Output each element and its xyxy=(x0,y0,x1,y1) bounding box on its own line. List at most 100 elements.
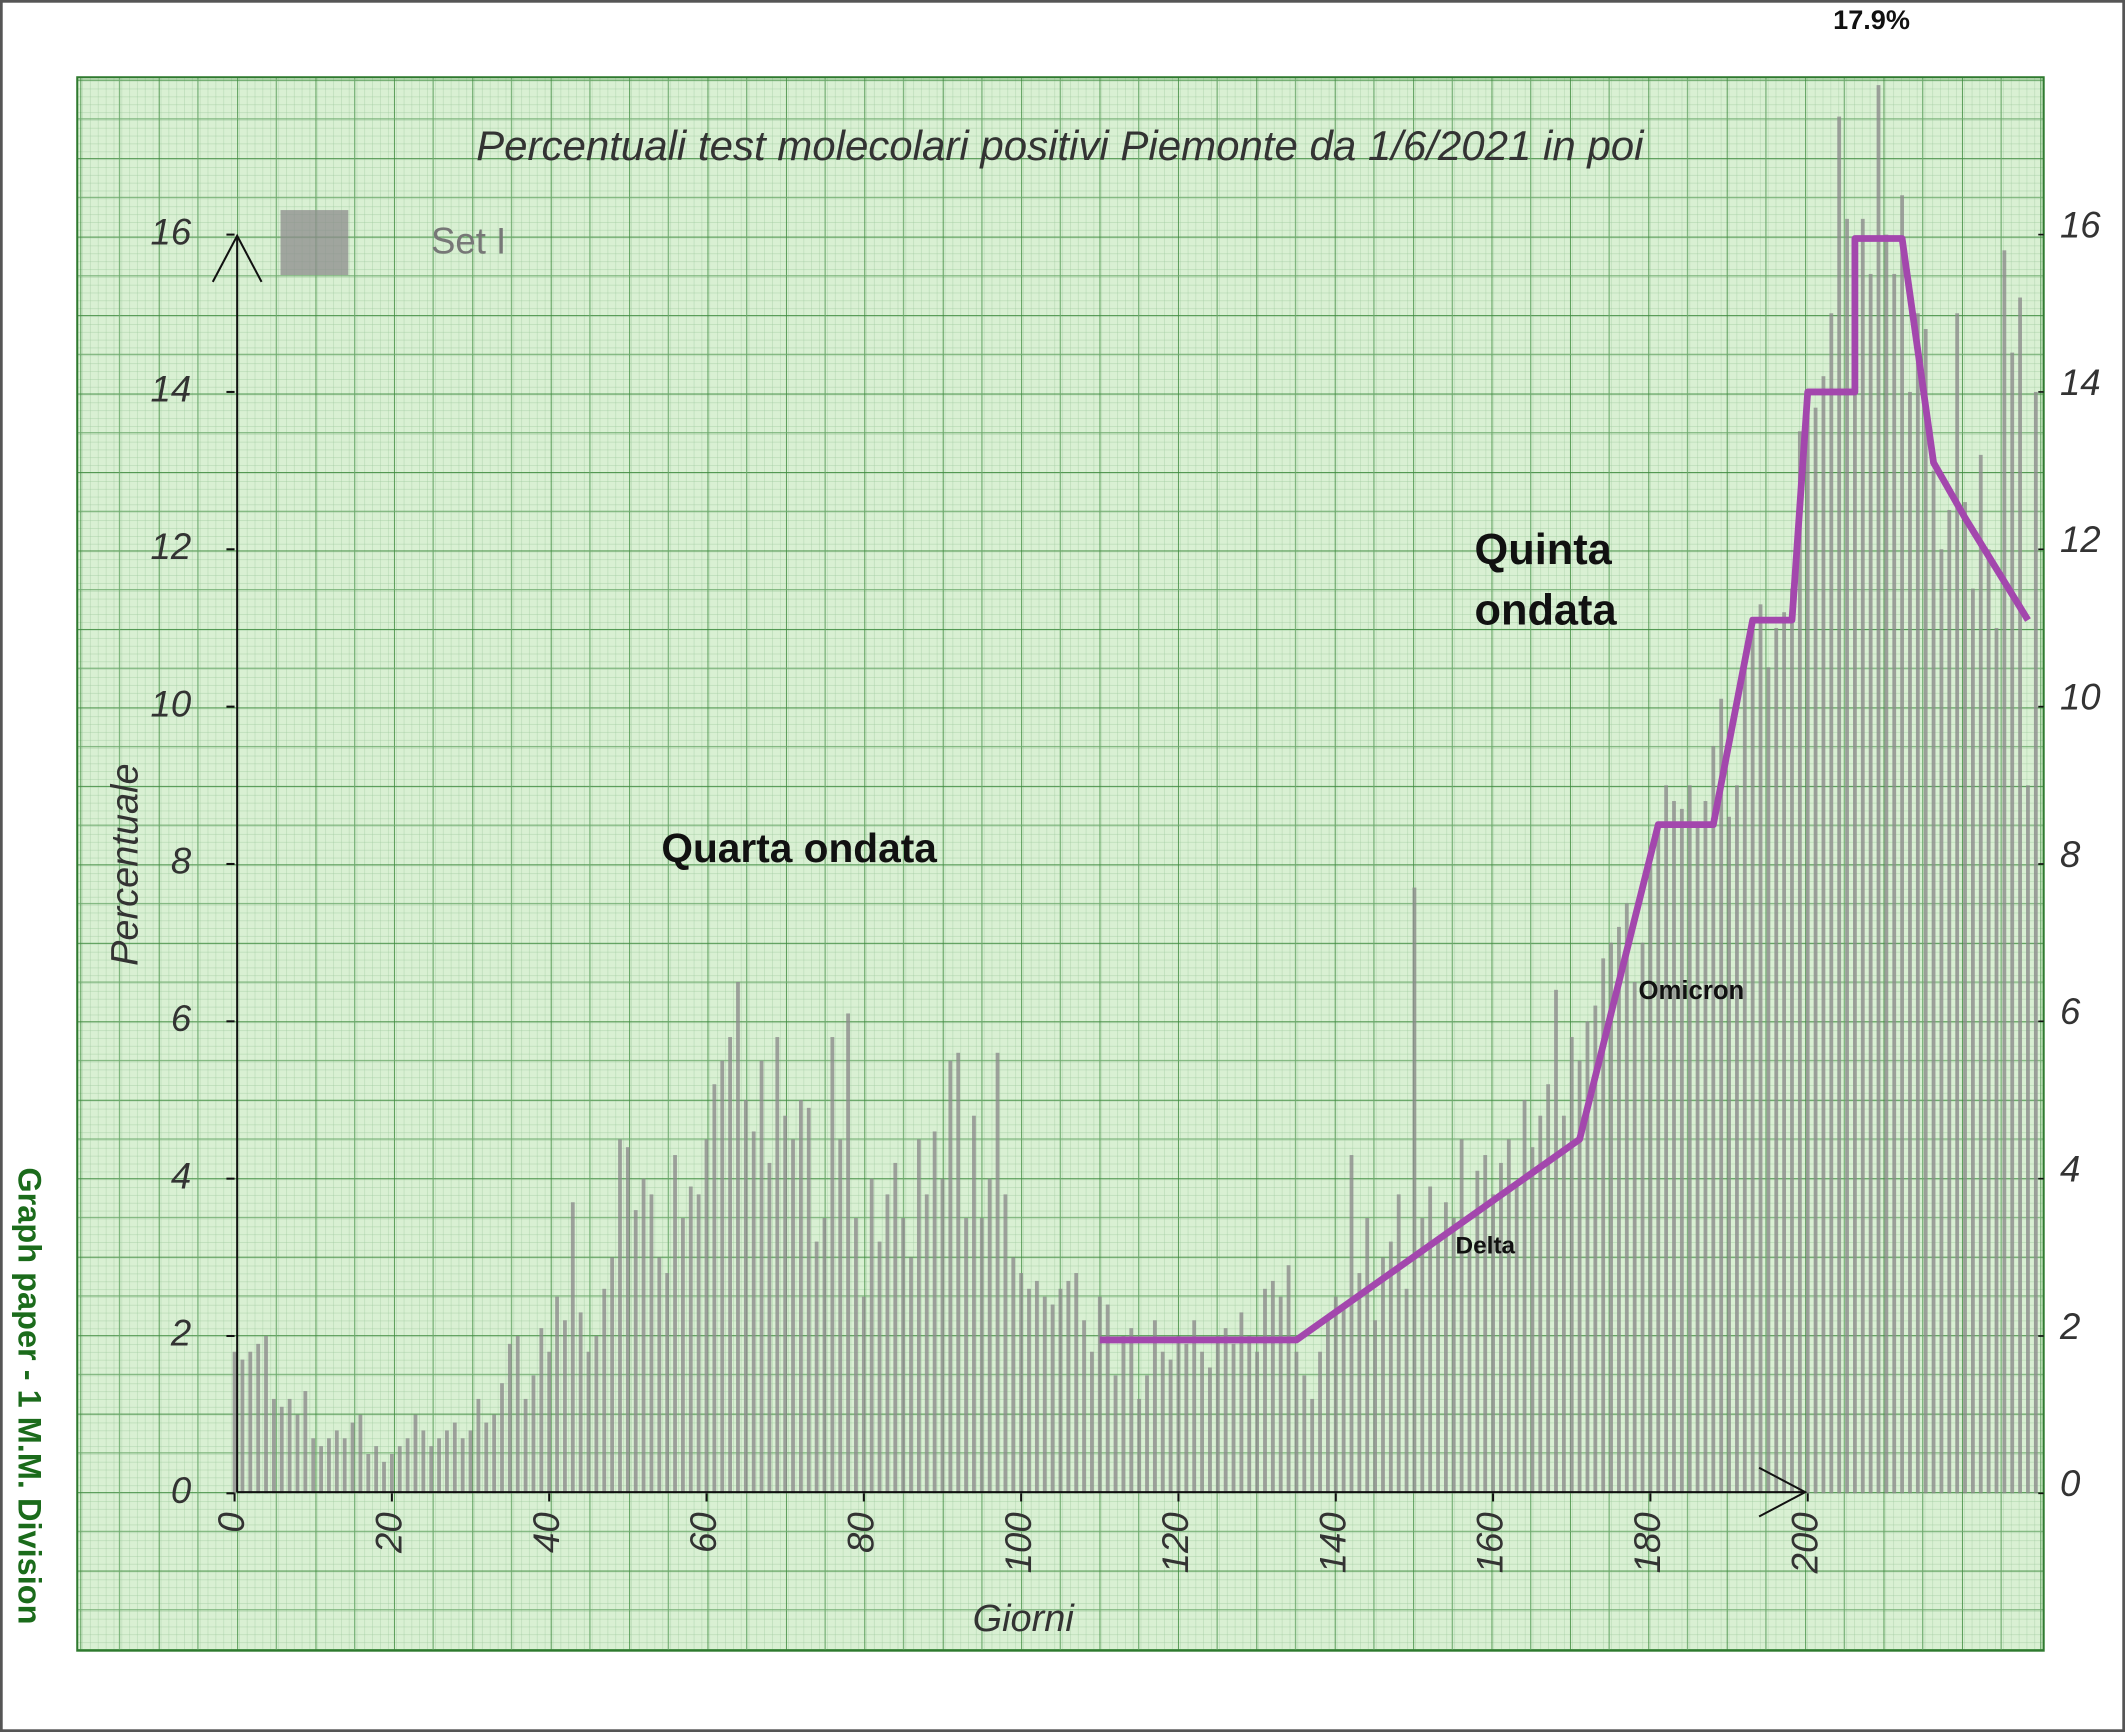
bar xyxy=(563,1320,567,1494)
bar xyxy=(1310,1398,1315,1494)
bar xyxy=(1302,1375,1307,1494)
bar xyxy=(712,1084,717,1494)
bar xyxy=(452,1422,457,1494)
bar xyxy=(547,1351,552,1494)
bar xyxy=(987,1178,992,1494)
bar xyxy=(1255,1351,1260,1494)
bar xyxy=(1845,218,1849,1494)
bar xyxy=(1821,376,1826,1494)
y-tick-label: 16 xyxy=(151,211,192,252)
bar xyxy=(799,1099,803,1494)
bar xyxy=(1915,313,1920,1494)
bar xyxy=(1443,1202,1448,1494)
bar xyxy=(397,1446,402,1494)
bar xyxy=(1978,454,1983,1494)
bar xyxy=(374,1446,379,1494)
bar xyxy=(736,981,740,1494)
bar xyxy=(1074,1273,1079,1494)
bar xyxy=(909,1257,913,1494)
bar xyxy=(893,1162,898,1494)
y2-tick-label: 0 xyxy=(2060,1463,2081,1504)
bar xyxy=(1381,1257,1385,1494)
bar xyxy=(1656,824,1661,1494)
bar xyxy=(586,1351,591,1494)
legend-swatch xyxy=(280,210,349,276)
annotation: Omicron xyxy=(1638,977,1744,1005)
bar xyxy=(869,1178,874,1494)
bar xyxy=(728,1037,733,1494)
x-tick-label: 200 xyxy=(1784,1512,1825,1575)
bar xyxy=(405,1438,410,1494)
bar xyxy=(1270,1280,1275,1494)
bar xyxy=(1970,588,1975,1494)
line xyxy=(1099,235,2031,1344)
bar xyxy=(720,1060,725,1494)
bar xyxy=(1758,604,1763,1494)
bar xyxy=(995,1052,1000,1494)
bar xyxy=(413,1414,418,1494)
bar xyxy=(1530,1147,1535,1494)
bar xyxy=(1892,273,1897,1494)
bar xyxy=(1986,549,1991,1494)
bar xyxy=(1994,627,1999,1494)
bar xyxy=(2018,297,2022,1494)
bar xyxy=(437,1438,441,1494)
bar xyxy=(1672,801,1676,1494)
bar xyxy=(1648,863,1653,1494)
bar xyxy=(2010,352,2015,1494)
bar xyxy=(350,1422,355,1494)
bar xyxy=(602,1288,607,1494)
bar xyxy=(1742,667,1747,1494)
bar xyxy=(507,1343,512,1494)
bar xyxy=(1790,588,1794,1494)
chart-title: Percentuali test molecolari positivi Pie… xyxy=(476,122,1645,169)
bar xyxy=(1231,1343,1236,1494)
y2-tick-label: 6 xyxy=(2060,991,2081,1032)
bar xyxy=(1097,1296,1102,1494)
bar xyxy=(1373,1320,1377,1494)
annotation: Quinta ondata xyxy=(1474,526,1617,635)
bar xyxy=(1451,1217,1456,1494)
x-arrow xyxy=(1758,1466,1808,1518)
y2-tick-label: 2 xyxy=(2059,1306,2080,1347)
bar xyxy=(783,1115,788,1494)
bar xyxy=(1695,824,1700,1494)
bar xyxy=(232,1351,237,1494)
y-tick-label: 10 xyxy=(151,683,192,724)
bar xyxy=(1090,1351,1094,1494)
bar xyxy=(1058,1288,1063,1494)
bar xyxy=(932,1131,937,1494)
x-tick-label: 40 xyxy=(526,1512,567,1553)
bar xyxy=(468,1430,473,1494)
y-tick-label: 12 xyxy=(151,526,192,567)
bar xyxy=(1200,1351,1204,1494)
y2-tick-label: 8 xyxy=(2060,834,2081,875)
bar xyxy=(476,1398,481,1494)
x-tick-label: 60 xyxy=(683,1512,724,1553)
bar xyxy=(295,1414,300,1494)
bar xyxy=(814,1241,819,1494)
bar xyxy=(1121,1335,1126,1494)
bar xyxy=(822,1217,827,1494)
bar xyxy=(492,1414,497,1494)
bar xyxy=(382,1461,386,1494)
bar xyxy=(445,1430,449,1494)
bar xyxy=(1931,470,1936,1494)
bar xyxy=(287,1398,292,1494)
bar xyxy=(1003,1194,1008,1494)
bar xyxy=(1357,1273,1362,1494)
bar xyxy=(791,1139,795,1494)
bar xyxy=(1750,627,1755,1494)
bar xyxy=(1286,1265,1291,1494)
bar xyxy=(1908,391,1912,1494)
bar xyxy=(901,1217,906,1494)
bar xyxy=(1782,612,1787,1494)
bar xyxy=(319,1446,323,1494)
bar xyxy=(1050,1304,1055,1494)
bar xyxy=(1215,1335,1220,1494)
bar xyxy=(1034,1280,1039,1494)
bar xyxy=(759,1060,764,1494)
bar xyxy=(1624,903,1629,1494)
bar xyxy=(775,1037,780,1494)
bar xyxy=(940,1178,945,1494)
